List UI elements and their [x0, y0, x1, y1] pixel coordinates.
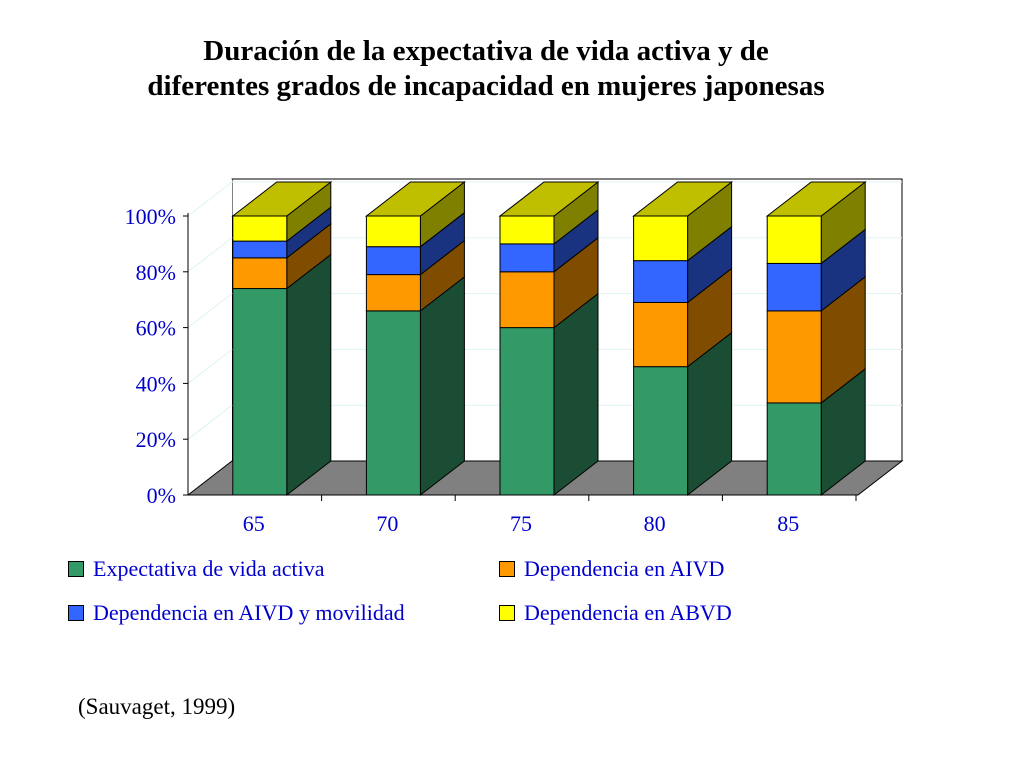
legend-label-abvd: Dependencia en ABVD — [524, 600, 732, 625]
y-tick-label: 100% — [125, 204, 176, 229]
x-tick-label: 80 — [644, 511, 666, 536]
bar-65-2 — [232, 257, 288, 290]
bar-70-1 — [365, 310, 421, 496]
legend-swatch-aivd — [499, 561, 515, 577]
bar-65-1-side — [286, 253, 332, 497]
bar-65-4-top — [231, 181, 333, 217]
bar-85-4 — [766, 215, 822, 264]
legend-item-aivd: Dependencia en AIVD — [499, 556, 724, 582]
x-tick-label: 70 — [376, 511, 398, 536]
bar-65-3 — [232, 240, 288, 259]
legend-swatch-aivd-movilidad — [68, 605, 84, 621]
x-tick-label: 65 — [243, 511, 265, 536]
bar-80-1 — [633, 366, 689, 496]
bar-65-4 — [232, 215, 288, 242]
gridline-side — [187, 181, 233, 217]
bar-85-4-top — [765, 181, 867, 217]
bar-85-3 — [766, 262, 822, 312]
bar-75-4-top — [498, 181, 600, 217]
source-citation: (Sauvaget, 1999) — [78, 694, 236, 719]
legend-swatch-abvd — [499, 605, 515, 621]
legend-label-aivd: Dependencia en AIVD — [524, 556, 725, 581]
bar-70-2 — [365, 274, 421, 312]
legend-label-aivd-movilidad: Dependencia en AIVD y movilidad — [93, 600, 405, 625]
page-title: Duración de la expectativa de vida activ… — [0, 34, 972, 104]
side-wall — [188, 179, 232, 495]
y-tick-label: 60% — [136, 316, 176, 341]
bar-85-1 — [766, 402, 822, 496]
bar-75-1 — [499, 327, 555, 496]
gridline-side — [187, 349, 233, 384]
bar-75-1-side — [553, 292, 599, 497]
y-tick-label: 40% — [136, 371, 176, 396]
y-tick-label: 80% — [136, 260, 176, 285]
legend-item-abvd: Dependencia en ABVD — [499, 600, 732, 626]
bar-65-1 — [232, 288, 288, 496]
bar-70-1-side — [419, 275, 465, 497]
gridline-side — [187, 293, 233, 328]
bar-70-4 — [365, 215, 421, 248]
gridline-side — [187, 404, 233, 440]
title-line-1: Duración de la expectativa de vida activ… — [203, 35, 769, 67]
y-tick-label: 20% — [136, 427, 176, 452]
title-line-2: diferentes grados de incapacidad en muje… — [147, 70, 825, 102]
gridline-side — [187, 237, 233, 273]
legend-item-aivd-movilidad: Dependencia en AIVD y movilidad — [68, 600, 405, 626]
bar-75-4 — [499, 215, 555, 245]
bar-80-4 — [633, 215, 689, 262]
bar-85-2 — [766, 310, 822, 404]
x-tick-label: 75 — [510, 511, 532, 536]
bar-80-2 — [633, 301, 689, 368]
bar-75-2 — [499, 271, 555, 329]
bar-80-3 — [633, 260, 689, 303]
bar-80-4-top — [632, 181, 734, 217]
bar-70-4-top — [364, 181, 466, 217]
y-tick-label: 0% — [147, 483, 176, 508]
x-tick-label: 85 — [777, 511, 799, 536]
legend-label-active: Expectativa de vida activa — [93, 556, 325, 581]
bar-75-3 — [499, 243, 555, 273]
bar-70-3 — [365, 246, 421, 276]
legend-item-active: Expectativa de vida activa — [68, 556, 325, 582]
legend-swatch-active — [68, 561, 84, 577]
